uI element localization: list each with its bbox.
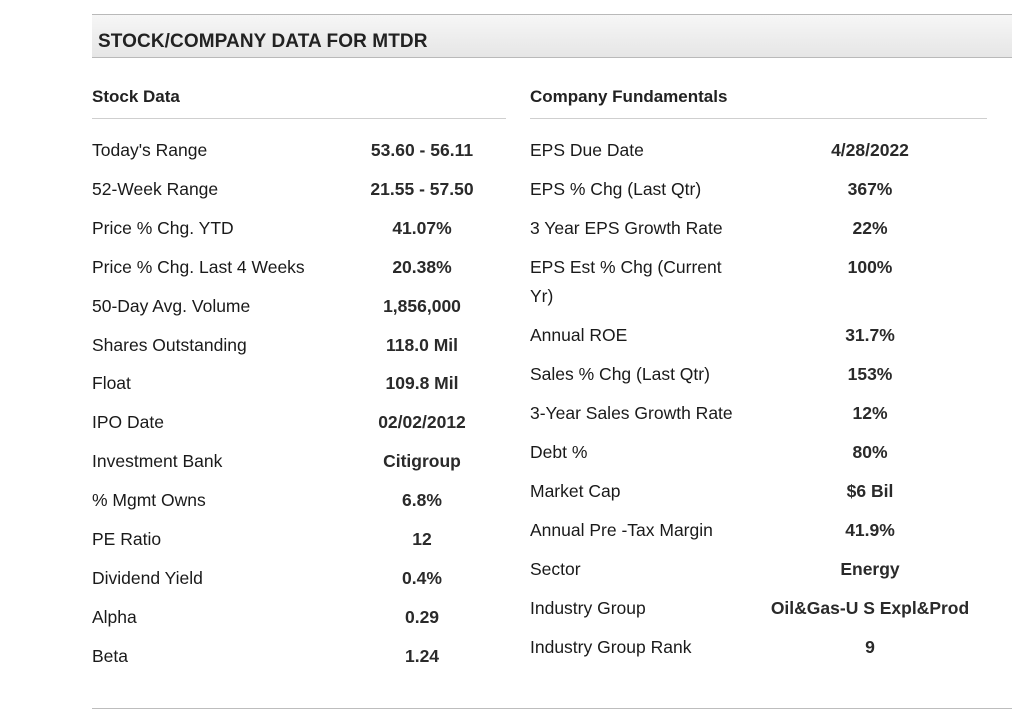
fund-row-value: 4/28/2022 — [831, 140, 909, 160]
fund-row-value: $6 Bil — [846, 481, 894, 501]
fund-row-value: Energy — [840, 559, 900, 579]
stock-row-label: Price % Chg. YTD — [92, 218, 234, 238]
stock-row-value: 21.55 - 57.50 — [370, 179, 474, 199]
fund-row-label: EPS Est % Chg (Current — [530, 257, 722, 277]
fund-row-label: Industry Group Rank — [530, 637, 692, 657]
stock-row-label: Float — [92, 373, 131, 393]
stock-row-label: Alpha — [92, 607, 137, 627]
stock-row-value: 02/02/2012 — [378, 412, 466, 432]
stock-row-label: Beta — [92, 646, 128, 666]
stock-row-value: 12 — [412, 529, 432, 549]
stock-data-divider — [92, 118, 506, 119]
panel-header: STOCK/COMPANY DATA FOR MTDR — [92, 14, 1012, 58]
stock-row-value: 118.0 Mil — [386, 335, 458, 355]
fund-row-value: 41.9% — [845, 520, 895, 540]
stock-row-value: 20.38% — [392, 257, 452, 277]
stock-row-value: 53.60 - 56.11 — [370, 140, 474, 160]
stock-row-value: 0.29 — [404, 607, 440, 627]
stock-row-value: 1,856,000 — [383, 296, 461, 316]
fund-row-value: 100% — [847, 257, 893, 277]
panel-title: STOCK/COMPANY DATA FOR MTDR — [98, 31, 428, 52]
fund-row-label: Market Cap — [530, 481, 621, 501]
stock-row-value: 109.8 Mil — [385, 373, 459, 393]
fund-row-value: 367% — [847, 179, 893, 199]
stock-row-label: % Mgmt Owns — [92, 490, 206, 510]
stock-row-value: Citigroup — [383, 451, 461, 471]
fund-row-label: Sector — [530, 559, 581, 579]
company-fundamentals-heading: Company Fundamentals — [530, 87, 728, 106]
stock-company-data-panel: STOCK/COMPANY DATA FOR MTDR Stock Data T… — [92, 14, 1012, 709]
fund-row-value: Oil&Gas-U S Expl&Prod — [770, 598, 970, 618]
fund-row-label: Debt % — [530, 442, 588, 462]
stock-row-value: 0.4% — [402, 568, 442, 588]
fund-row-label: Industry Group — [530, 598, 646, 618]
stock-data-heading: Stock Data — [92, 87, 180, 106]
fund-row-label: Annual Pre -Tax Margin — [530, 520, 713, 540]
panel-bottom-divider — [92, 708, 1012, 709]
stock-row-label: Shares Outstanding — [92, 335, 247, 355]
stock-row-value: 6.8% — [402, 490, 442, 510]
stock-row-label: PE Ratio — [92, 529, 162, 549]
stock-row-label: Price % Chg. Last 4 Weeks — [92, 257, 305, 277]
stock-row-label: 50-Day Avg. Volume — [92, 296, 251, 316]
stock-row-label: Dividend Yield — [92, 568, 203, 588]
stock-row-value: 1.24 — [404, 646, 440, 666]
fund-row-label: EPS % Chg (Last Qtr) — [530, 179, 702, 199]
fund-row-label: Sales % Chg (Last Qtr) — [530, 364, 710, 384]
fund-row-value: 80% — [852, 442, 888, 462]
fund-row-value: 153% — [847, 364, 893, 384]
stock-row-label: IPO Date — [92, 412, 164, 432]
fund-row-label: 3 Year EPS Growth Rate — [530, 218, 723, 238]
fund-row-label: EPS Due Date — [530, 140, 644, 160]
fund-row-value: 31.7% — [845, 325, 895, 345]
fund-row-value: 12% — [852, 403, 888, 423]
stock-row-label: Investment Bank — [92, 451, 223, 471]
stock-row-value: 41.07% — [392, 218, 452, 238]
fund-row-label: Annual ROE — [530, 325, 628, 345]
stock-row-label: 52-Week Range — [92, 179, 219, 199]
fund-row-value: 22% — [852, 218, 888, 238]
stock-row-label: Today's Range — [92, 140, 208, 160]
fund-row-label: 3-Year Sales Growth Rate — [530, 403, 733, 423]
company-fundamentals-divider — [530, 118, 987, 119]
fund-row-label-line2: Yr) — [530, 286, 554, 306]
fund-row-value: 9 — [865, 637, 875, 657]
